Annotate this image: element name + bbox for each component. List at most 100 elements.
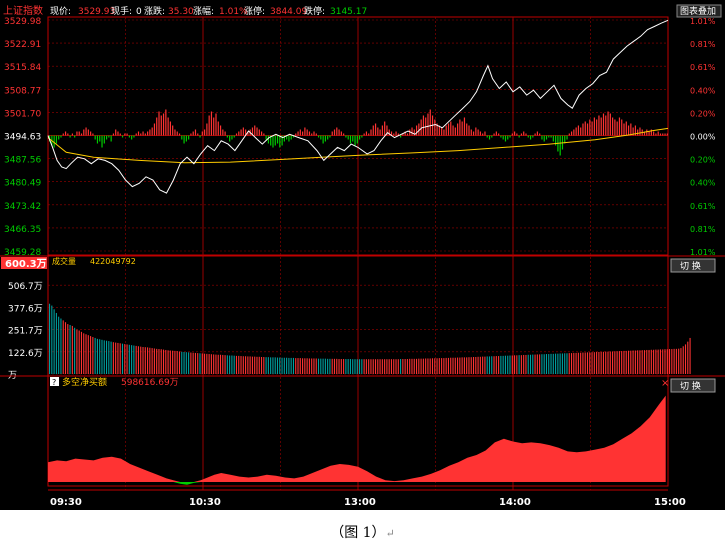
volume-bar [169, 350, 171, 374]
flow-bar [156, 117, 158, 136]
volume-bar [235, 355, 238, 374]
flow-bar [413, 129, 415, 136]
flow-bar [397, 133, 399, 136]
flow-bar [589, 119, 591, 136]
volume-bar [536, 354, 538, 374]
flow-bar [263, 133, 265, 136]
volume-bar [646, 349, 648, 374]
flow-bar [602, 113, 605, 136]
index-name-box[interactable] [2, 3, 46, 17]
index-name[interactable]: 上证指数 [3, 4, 43, 17]
flow-bar [598, 115, 600, 136]
volume-bar [630, 350, 632, 374]
flow-bar [420, 119, 422, 136]
flow-bar [331, 131, 333, 136]
volume-bar [500, 355, 502, 374]
price-tick-label: 3529.98 [4, 17, 41, 27]
volume-bar [406, 359, 408, 374]
volume-bar [541, 354, 543, 374]
volume-bar [117, 342, 119, 374]
flow-bar [523, 131, 525, 136]
volume-bar [445, 357, 447, 374]
volume-bar [60, 318, 62, 374]
volume-bar [181, 351, 183, 374]
percent-tick-label: 1.01% [690, 248, 716, 257]
flow-bar [142, 131, 144, 136]
volume-bar [529, 354, 532, 374]
percent-tick-label: 0.61% [690, 202, 716, 211]
flow-bar [491, 135, 493, 138]
volume-bar [377, 359, 379, 374]
volume-bar [315, 358, 317, 374]
net-close-icon[interactable]: × [661, 378, 669, 389]
flow-bar [356, 135, 358, 144]
flow-bar [71, 133, 73, 136]
flow-bar [158, 111, 160, 136]
flow-bar [511, 133, 513, 136]
hand-value: 0 [136, 7, 142, 17]
flow-bar [281, 135, 283, 146]
flow-bar [315, 133, 317, 136]
flow-bar [53, 135, 55, 148]
flow-bar [345, 135, 347, 138]
volume-bar [493, 356, 495, 374]
volume-bar [641, 350, 643, 374]
flow-bar [548, 135, 550, 138]
volume-bar [158, 349, 160, 374]
volume-top-tick-box [1, 257, 47, 269]
volume-bar [365, 359, 367, 374]
flow-bar [404, 131, 406, 136]
volume-bar [634, 350, 636, 374]
net-switch-button[interactable]: 切 换 [670, 378, 716, 393]
flow-bar [245, 129, 247, 136]
flow-bar [279, 135, 281, 148]
flow-bar [354, 135, 356, 146]
flow-bar [470, 129, 472, 136]
flow-bar [650, 129, 652, 136]
volume-bar [598, 351, 600, 374]
volume-bar [543, 354, 545, 374]
volume-bar [336, 358, 338, 374]
volume-bar [580, 352, 582, 374]
flow-bar [149, 129, 151, 136]
flow-bar [308, 131, 311, 136]
volume-switch-button[interactable]: 切 换 [670, 258, 716, 273]
flow-bar [609, 113, 611, 136]
flow-bar [103, 135, 105, 144]
net-switch-label[interactable]: 切 换 [680, 380, 701, 392]
change-value: 35.30 [168, 7, 194, 17]
overlay-button-label[interactable]: 图表叠加 [680, 5, 716, 17]
price-tick-label: 3480.49 [4, 179, 41, 189]
volume-bar [395, 359, 397, 374]
price-line [47, 19, 669, 194]
flow-bar [390, 131, 393, 136]
intraday-chart: 3529.98 3522.91 3515.84 3508.77 3501.70 3494.… [0, 0, 725, 510]
flow-bar [463, 117, 466, 136]
volume-bar [197, 353, 199, 374]
flow-bar [516, 133, 518, 136]
flow-bar [582, 123, 584, 136]
net-help-icon[interactable]: ? [50, 377, 59, 387]
volume-bar [669, 349, 671, 374]
volume-bar [142, 347, 144, 374]
price-tick-label: 3473.42 [4, 202, 41, 212]
volume-bar [518, 355, 520, 374]
time-tick-label: 10:30 [189, 497, 221, 508]
volume-bar [147, 347, 149, 374]
flow-bar [292, 135, 295, 138]
volume-bar [224, 355, 226, 374]
volume-bar [361, 359, 363, 374]
volume-switch-label[interactable]: 切 换 [680, 260, 701, 272]
overlay-button[interactable]: 图表叠加 [676, 4, 722, 18]
volume-bar [621, 351, 623, 374]
volume-bar [384, 359, 386, 374]
flow-bar [518, 135, 520, 138]
flow-bar [76, 131, 78, 136]
volume-bar [559, 353, 561, 374]
flow-bar [488, 135, 491, 140]
volume-bar [131, 345, 133, 374]
flow-bar [468, 125, 470, 136]
flow-bar [479, 131, 482, 136]
figure-caption-text: （图 1） [330, 525, 386, 541]
volume-bar [292, 357, 294, 374]
